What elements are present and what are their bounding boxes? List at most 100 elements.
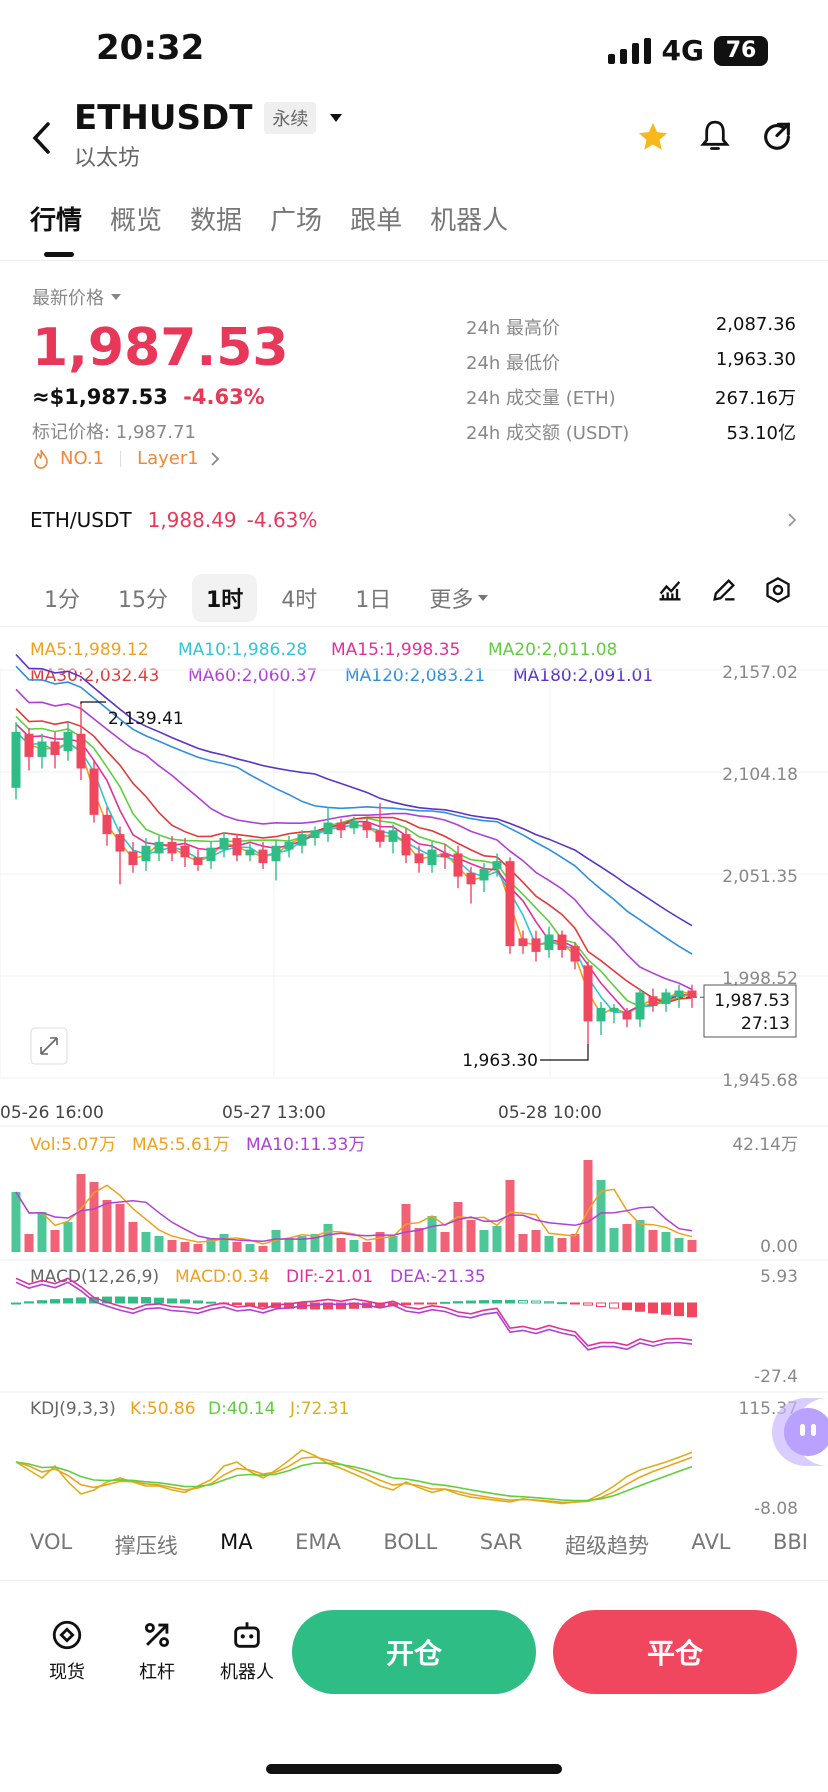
leverage-icon: [144, 1622, 170, 1648]
x-tick: 05-28 10:00: [498, 1103, 602, 1123]
y-tick: 2,157.02: [722, 663, 798, 683]
macd-bar: [128, 1296, 138, 1304]
chart-settings-icon[interactable]: [764, 576, 792, 604]
volume-bar: [297, 1236, 307, 1252]
macd-bar: [427, 1302, 437, 1305]
volume-bar: [50, 1230, 60, 1252]
chevron-right-icon: [788, 513, 797, 527]
active-tab-indicator: [44, 252, 74, 257]
volume-bar: [401, 1204, 411, 1252]
tag-row[interactable]: NO.1 Layer1: [32, 448, 221, 469]
timeframe-selector: 1分 15分 1时 4时 1日 更多: [30, 574, 503, 622]
volume-bar: [245, 1244, 255, 1252]
kline-chart[interactable]: 2,157.02 2,104.18 2,051.35 1,998.52 1,94…: [0, 630, 828, 1520]
symbol-selector[interactable]: ETHUSDT 永续: [74, 98, 344, 138]
indicator-avl[interactable]: AVL: [691, 1530, 731, 1554]
volume-bar: [128, 1222, 138, 1252]
indicator-icon[interactable]: [656, 576, 684, 604]
volume-bar: [141, 1232, 151, 1252]
stat-row: 24h 成交量 (ETH) 267.16万: [466, 384, 796, 410]
back-icon[interactable]: [30, 120, 54, 156]
expand-chart-button[interactable]: [30, 1027, 68, 1065]
volume-bar: [609, 1228, 619, 1252]
nav-leverage[interactable]: 杠杆: [126, 1618, 188, 1684]
volume-ma-line: [15, 1191, 693, 1243]
spot-pair-row[interactable]: ETH/USDT 1,988.49 -4.63%: [30, 508, 798, 532]
volume-bar: [154, 1236, 164, 1252]
kdj-k: K:50.86: [130, 1399, 196, 1419]
robot-icon: [234, 1622, 260, 1648]
ma-line: [15, 654, 693, 927]
timeframe-1d[interactable]: 1日: [355, 588, 392, 613]
candle: [570, 942, 580, 970]
ma-line: [15, 665, 693, 955]
indicator-sar[interactable]: SAR: [479, 1530, 523, 1554]
indicator-boll[interactable]: BOLL: [383, 1530, 438, 1554]
price-change: -4.63%: [183, 385, 265, 409]
candle: [661, 988, 671, 1012]
tab-data[interactable]: 数据: [190, 206, 243, 236]
indicator-vol[interactable]: VOL: [30, 1530, 73, 1554]
macd-bar: [635, 1302, 645, 1312]
timeframe-1h[interactable]: 1时: [192, 574, 258, 622]
macd-bar: [648, 1302, 658, 1314]
candle: [258, 841, 268, 869]
candle: [648, 988, 658, 1012]
tab-overview[interactable]: 概览: [110, 206, 163, 236]
favorite-star-icon[interactable]: [636, 120, 670, 154]
ma-line: [15, 708, 693, 1004]
indicator-supertrend[interactable]: 超级趋势: [564, 1534, 649, 1558]
volume-bar: [440, 1232, 450, 1252]
candle: [414, 845, 424, 873]
indicator-ma[interactable]: MA: [220, 1530, 253, 1554]
volume-bar: [232, 1242, 242, 1252]
tab-copy-trading[interactable]: 跟单: [350, 206, 403, 236]
tab-square[interactable]: 广场: [270, 206, 323, 236]
stat-label: 24h 最低价: [466, 353, 561, 374]
ma5-label: MA5:1,989.12: [30, 640, 149, 660]
status-time: 20:32: [96, 28, 205, 68]
home-indicator[interactable]: [266, 1764, 562, 1774]
stat-value: 2,087.36: [715, 314, 796, 335]
macd-bar: [661, 1302, 671, 1315]
nav-spot[interactable]: 现货: [36, 1618, 98, 1684]
candle: [141, 837, 151, 871]
nav-robot[interactable]: 机器人: [216, 1618, 278, 1684]
timeframe-1m[interactable]: 1分: [44, 588, 80, 613]
close-position-button[interactable]: 平仓: [553, 1610, 797, 1694]
candle: [297, 830, 307, 854]
candle: [362, 818, 372, 838]
candle: [115, 826, 125, 885]
vol-min-tick: 0.00: [760, 1237, 798, 1257]
timeframe-more[interactable]: 更多: [415, 574, 503, 622]
volume-bar: [648, 1230, 658, 1252]
indicator-support-resistance[interactable]: 撑压线: [114, 1534, 178, 1558]
open-position-button[interactable]: 开仓: [292, 1610, 536, 1694]
timeframe-4h[interactable]: 4时: [281, 588, 318, 613]
volume-bar: [544, 1236, 554, 1252]
volume-bar: [375, 1232, 385, 1252]
tab-bots[interactable]: 机器人: [430, 206, 509, 236]
chart-grid: [0, 669, 828, 1079]
macd-bar: [466, 1300, 476, 1304]
candle: [271, 839, 281, 881]
volume-bar: [115, 1204, 125, 1252]
assistant-bubble[interactable]: [772, 1398, 828, 1466]
candle: [466, 866, 476, 904]
tab-market[interactable]: 行情: [30, 206, 83, 236]
indicator-bbi[interactable]: BBI: [772, 1530, 808, 1554]
candle: [102, 807, 112, 846]
candle: [375, 803, 385, 848]
volume-bar: [479, 1230, 489, 1252]
macd-bar: [258, 1302, 268, 1308]
share-icon[interactable]: [760, 120, 794, 154]
timeframe-15m[interactable]: 15分: [118, 588, 168, 613]
macd-bar: [401, 1302, 411, 1306]
indicator-ema[interactable]: EMA: [295, 1530, 341, 1554]
latest-price-selector[interactable]: 最新价格: [32, 284, 122, 310]
draw-pencil-icon[interactable]: [710, 576, 738, 604]
volume-bar: [258, 1246, 268, 1252]
latest-price-label: 最新价格: [32, 288, 104, 309]
macd-bar: [115, 1296, 125, 1304]
bell-icon[interactable]: [698, 118, 732, 154]
